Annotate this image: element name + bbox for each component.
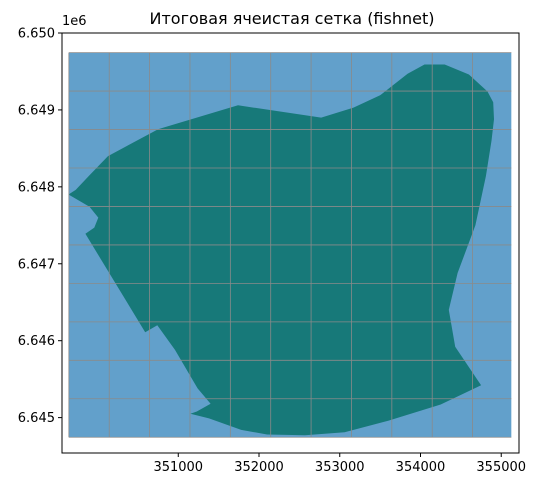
axes: 351000 352000 353000 354000 355000 6.645 6.646… (18, 27, 526, 476)
plot-area (68, 52, 512, 438)
axes-frame (61, 32, 520, 454)
y-tick-label: 6.650 (18, 27, 55, 42)
y-tick-label: 6.649 (18, 103, 55, 118)
chart-title: Итоговая ячеистая сетка (fishnet) (150, 9, 435, 28)
y-tick-label: 6.648 (18, 180, 55, 195)
x-tick-label: 355000 (476, 460, 526, 475)
y-tick-label: 6.646 (18, 334, 55, 349)
x-tick-label: 353000 (315, 460, 365, 475)
x-tick-label: 354000 (396, 460, 446, 475)
y-tick-label: 6.647 (18, 257, 55, 272)
x-tick-label: 351000 (153, 460, 203, 475)
grid-lines (68, 52, 512, 438)
y-tick-label: 6.645 (18, 411, 55, 426)
x-tick-label: 352000 (234, 460, 284, 475)
area-polygon (68, 64, 494, 436)
y-axis-offset-label: 1e6 (62, 14, 87, 29)
